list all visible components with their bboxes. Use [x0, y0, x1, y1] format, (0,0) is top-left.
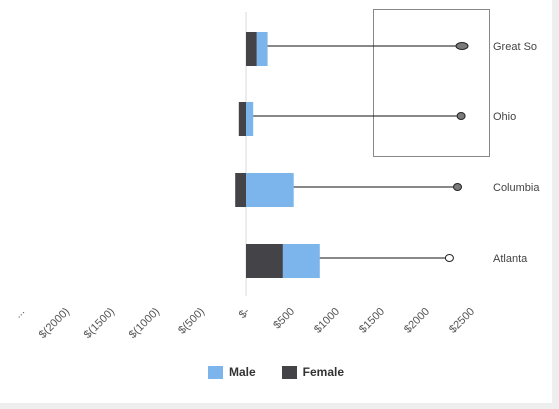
bar-male[interactable] [246, 102, 254, 136]
x-tick-label: $(500) [176, 306, 207, 337]
category-label: Atlanta [493, 253, 528, 265]
legend-label-female: Female [302, 365, 345, 379]
x-tick-label: ... [12, 306, 27, 321]
bar-chart: Great So Ohio Columbia Atlanta... $(2000) $(1… [12, 9, 540, 341]
bar-female[interactable] [246, 32, 257, 66]
bar-female[interactable] [235, 173, 246, 207]
chart-panel: Great So Ohio Columbia Atlanta... $(2000) $(1… [0, 0, 552, 403]
marker-point[interactable] [444, 254, 454, 262]
legend-label-male: Male [228, 365, 256, 379]
category-label: Ohio [493, 111, 516, 123]
legend-swatch-male [207, 365, 223, 379]
x-tick-label: $500 [271, 306, 297, 332]
x-tick-label: $1500 [357, 306, 387, 336]
legend-item-male[interactable]: Male [207, 365, 256, 379]
legend-swatch-female [281, 365, 297, 379]
category-label: Great So [493, 41, 537, 53]
x-tick-label: $2500 [447, 306, 477, 336]
bar-male[interactable] [256, 32, 268, 66]
x-tick-label: $2000 [402, 306, 432, 336]
x-tick-label: $- [237, 305, 253, 321]
legend: Male Female [0, 365, 552, 379]
selection-box [373, 9, 490, 157]
category-label: Columbia [493, 182, 540, 194]
bar-male[interactable] [282, 244, 320, 278]
x-tick-label: $1000 [312, 306, 342, 336]
x-tick-label: $(2000) [37, 306, 72, 341]
bar-male[interactable] [246, 173, 294, 207]
bar-female[interactable] [246, 244, 283, 278]
x-tick-label: $(1000) [127, 306, 162, 341]
x-tick-label: $(1500) [82, 306, 117, 341]
marker-point[interactable] [456, 112, 466, 120]
bar-female[interactable] [238, 102, 246, 136]
marker-point[interactable] [453, 183, 462, 191]
marker-point[interactable] [455, 42, 469, 50]
legend-item-female[interactable]: Female [281, 365, 345, 379]
